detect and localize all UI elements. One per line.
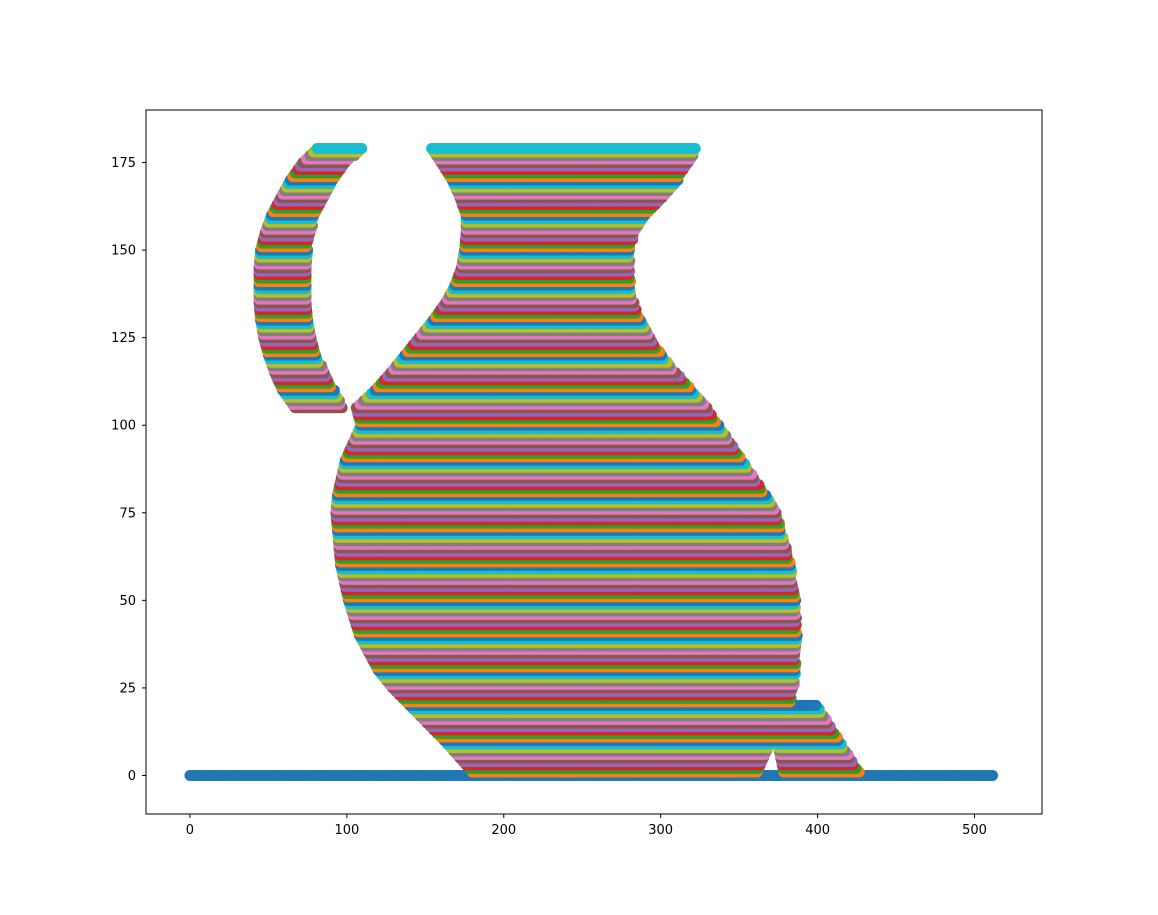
data-point (987, 769, 999, 781)
data-point (810, 699, 822, 711)
data-points (184, 143, 999, 781)
